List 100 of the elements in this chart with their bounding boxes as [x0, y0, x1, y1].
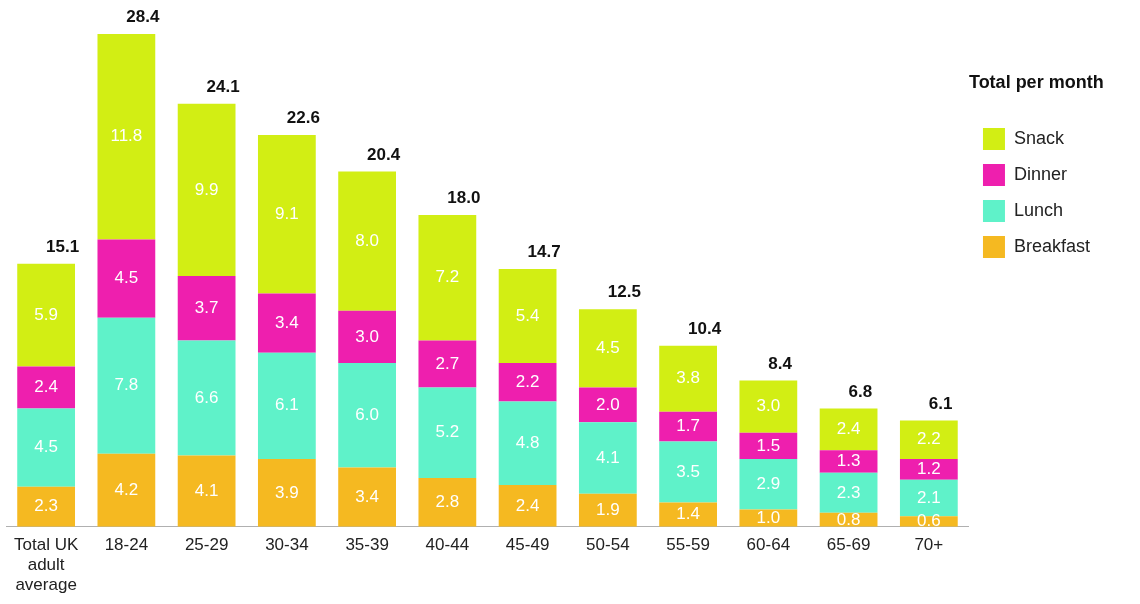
x-tick-label: 25-29: [184, 534, 229, 554]
x-tick-label: Total UK adult average: [14, 534, 79, 595]
data-label: 4.5: [596, 338, 620, 357]
data-label: 4.5: [114, 268, 139, 288]
bar: [17, 263, 76, 367]
legend-label: Dinner: [1013, 163, 1067, 184]
data-label: 2.3: [836, 482, 861, 502]
bar: [578, 493, 637, 527]
data-label: 2.1: [917, 487, 941, 507]
legend-label: Breakfast: [1013, 235, 1091, 256]
total-label: 22.6: [286, 108, 320, 128]
bar: [97, 317, 156, 454]
x-tick-label: 65-69: [826, 534, 871, 554]
bar: [498, 363, 557, 402]
bar: [338, 467, 396, 527]
data-label: 3.9: [275, 482, 299, 502]
bar: [418, 215, 477, 341]
data-label: 2.7: [435, 353, 460, 373]
bar: [498, 401, 557, 486]
data-label: 3.4: [275, 312, 299, 332]
data-label: 1.7: [676, 416, 700, 436]
total-label: 24.1: [206, 76, 240, 96]
data-label: 3.5: [676, 461, 700, 481]
data-label: 6.6: [194, 387, 219, 407]
total-label: 15.1: [46, 237, 80, 257]
total-label: 28.4: [126, 7, 160, 27]
bar: [177, 103, 236, 277]
x-tick-label: 40-44: [425, 534, 470, 554]
data-label: 3.0: [355, 326, 379, 346]
data-label: 2.2: [515, 371, 540, 391]
bar: [257, 458, 316, 527]
total-label: 12.5: [607, 282, 641, 302]
data-label: 1.2: [917, 459, 941, 479]
bar: [659, 441, 717, 503]
total-label: 20.4: [367, 144, 401, 164]
data-label: 6.0: [355, 405, 379, 425]
data-label: 9.9: [194, 179, 219, 199]
data-label: 4.8: [515, 432, 540, 452]
bar: [739, 458, 798, 510]
total-label: 14.7: [527, 242, 561, 262]
data-label: 3.8: [676, 368, 700, 388]
x-tick-label: 70+: [914, 534, 944, 554]
data-label: 2.4: [34, 377, 58, 397]
bar: [578, 422, 637, 494]
data-label: 1.4: [676, 504, 700, 524]
bar: [17, 408, 76, 487]
bar: [418, 387, 477, 479]
data-label: 2.9: [756, 473, 781, 493]
data-label: 11.8: [110, 126, 143, 146]
bar: [177, 340, 236, 456]
data-label: 2.3: [34, 496, 58, 516]
data-label: 5.9: [34, 304, 58, 324]
legend-title: Total per month: [968, 71, 1104, 92]
bar: [257, 135, 316, 294]
bar: [338, 171, 396, 311]
data-label: 9.1: [275, 203, 299, 223]
data-label: 2.0: [596, 394, 620, 414]
bar: [659, 411, 717, 442]
bar: [17, 486, 76, 527]
data-label: 5.2: [435, 422, 460, 442]
data-label: 2.8: [435, 492, 460, 512]
total-label: 6.1: [928, 393, 953, 413]
data-label: 3.4: [355, 486, 379, 506]
data-label: 1.9: [596, 499, 620, 519]
bar: [338, 363, 396, 468]
data-label: 1.5: [756, 435, 781, 455]
data-label: 2.4: [515, 495, 540, 515]
bar: [899, 420, 958, 459]
bar: [177, 276, 236, 341]
x-tick-label: 18-24: [104, 534, 149, 554]
bar: [739, 380, 798, 433]
bar: [659, 345, 717, 412]
legend-label: Lunch: [1013, 199, 1064, 220]
bar: [578, 387, 637, 423]
total-label: 18.0: [447, 188, 481, 208]
bar: [257, 293, 316, 353]
x-tick-label: 50-54: [586, 534, 630, 554]
bar: [739, 432, 798, 459]
bar: [97, 239, 156, 318]
data-label: 1.0: [756, 507, 781, 527]
x-tick-label: 45-49: [505, 534, 550, 554]
data-label: 1.3: [836, 451, 861, 471]
data-label: 4.1: [194, 480, 219, 500]
bar: [418, 340, 477, 388]
data-label: 5.4: [515, 305, 540, 325]
bar: [819, 450, 878, 473]
data-label: 7.8: [114, 375, 139, 395]
bar: [819, 408, 878, 451]
bar: [498, 485, 557, 527]
x-tick-label: 35-39: [345, 534, 389, 554]
bar: [819, 472, 878, 513]
bar: [97, 34, 156, 240]
bar: [578, 309, 637, 388]
data-label: 2.2: [917, 429, 941, 449]
data-label: 4.5: [34, 437, 58, 457]
data-label: 0.8: [836, 509, 861, 529]
x-tick-label: 55-59: [666, 534, 710, 554]
bar: [257, 352, 316, 459]
data-label: 4.1: [596, 447, 620, 467]
total-label: 6.8: [848, 381, 873, 401]
